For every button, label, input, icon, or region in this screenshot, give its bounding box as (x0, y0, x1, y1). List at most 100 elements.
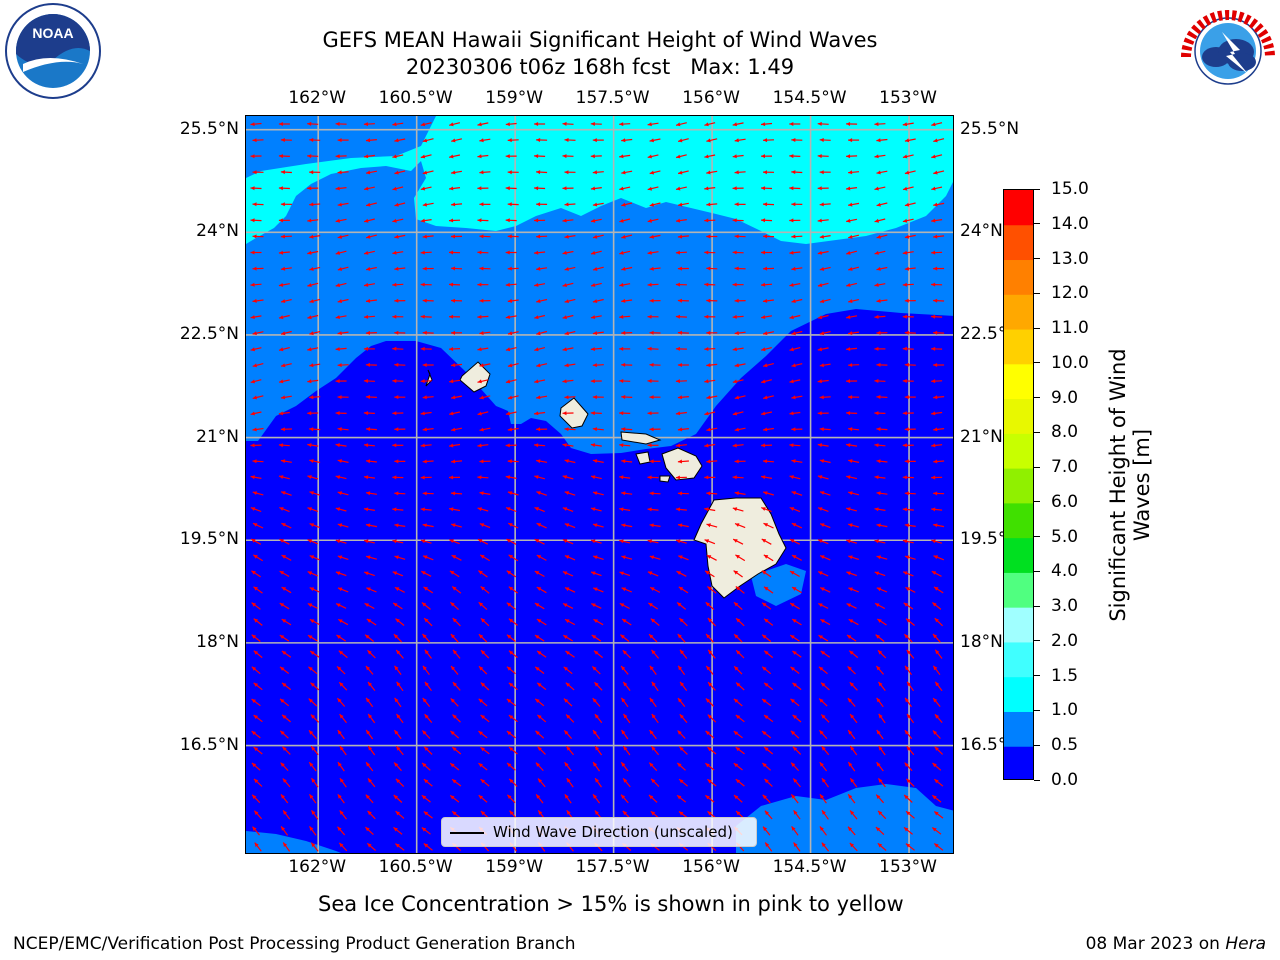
direction-arrow-head (507, 266, 512, 271)
direction-arrow-head (732, 282, 737, 287)
direction-arrow-head (536, 395, 541, 400)
colorbar-tick-label: 3.0 (1051, 596, 1079, 617)
direction-arrow-head (507, 138, 512, 143)
direction-arrow-head (907, 714, 911, 719)
colorbar-tick-mark (1034, 640, 1040, 642)
direction-arrow-head (423, 555, 428, 560)
direction-arrow-head (506, 507, 511, 511)
direction-arrow-head (335, 539, 341, 544)
direction-arrow-head (279, 315, 284, 320)
direction-arrow-head (311, 810, 316, 815)
direction-arrow-head (536, 363, 541, 368)
direction-arrow-head (339, 746, 344, 751)
direction-arrow-head (734, 634, 739, 639)
direction-arrow-head (621, 170, 626, 175)
direction-arrow-head (477, 379, 482, 384)
direction-arrow-head (279, 603, 285, 607)
direction-arrow-head (420, 282, 425, 287)
colorbar-tick-label: 8.0 (1051, 422, 1079, 443)
colorbar-label: Significant Height of Wind Waves [m] (1106, 325, 1154, 645)
direction-arrow-head (477, 507, 482, 512)
direction-arrow-head (477, 186, 482, 191)
direction-arrow-head (396, 714, 401, 719)
direction-arrow-head (394, 427, 399, 432)
direction-arrow-head (595, 778, 600, 783)
direction-arrow-head (335, 186, 340, 191)
direction-arrow-head (679, 618, 684, 623)
direction-arrow-head (534, 347, 539, 352)
direction-arrow-head (763, 363, 768, 368)
direction-arrow-head (677, 395, 683, 400)
direction-arrow-head (506, 602, 512, 607)
direction-arrow-head (477, 475, 482, 480)
direction-arrow-head (564, 170, 569, 175)
direction-arrow-head (849, 682, 854, 687)
direction-arrow-head (392, 507, 397, 512)
direction-arrow-head (706, 555, 712, 559)
direction-arrow-head (365, 634, 370, 639)
direction-arrow-head (338, 587, 343, 592)
tick-label: 153°W (879, 88, 937, 108)
direction-arrow-head (536, 491, 541, 495)
direction-arrow-head (933, 459, 938, 464)
colorbar-label-line2: Waves [m] (1130, 428, 1154, 542)
direction-arrow-head (591, 250, 596, 255)
direction-arrow-head (649, 170, 655, 175)
direction-arrow-head (590, 154, 595, 159)
direction-arrow-head (335, 218, 340, 223)
direction-arrow-head (764, 650, 769, 655)
direction-arrow-head (678, 665, 683, 671)
direction-arrow-head (365, 330, 370, 335)
direction-arrow-head (848, 427, 853, 432)
direction-arrow-head (848, 555, 853, 560)
direction-arrow-head (647, 411, 652, 416)
direction-arrow-head (933, 395, 938, 400)
direction-arrow-head (477, 314, 482, 319)
direction-arrow-head (594, 682, 599, 687)
direction-arrow-head (623, 778, 628, 783)
direction-arrow-head (562, 250, 567, 255)
direction-arrow-head (506, 731, 512, 736)
direction-arrow-head (732, 443, 737, 448)
direction-arrow-head (819, 459, 825, 463)
direction-arrow-head (479, 234, 484, 239)
direction-arrow-head (335, 154, 340, 159)
band-0.5-1.0-lee (751, 564, 806, 606)
direction-arrow-head (339, 714, 344, 719)
direction-arrow-head (564, 234, 569, 239)
colorbar-segment (1004, 537, 1033, 573)
direction-arrow-head (253, 715, 258, 720)
direction-arrow-head (506, 570, 512, 575)
direction-arrow-head (562, 443, 567, 448)
direction-arrow-head (507, 202, 512, 207)
direction-arrow-head (931, 346, 936, 351)
direction-arrow-head (621, 666, 626, 671)
direction-arrow-head (677, 234, 683, 239)
direction-arrow-head (761, 507, 766, 511)
direction-arrow-head (395, 843, 400, 848)
direction-arrow-head (562, 186, 567, 191)
direction-arrow-head (765, 842, 770, 847)
direction-arrow-head (734, 427, 739, 432)
direction-arrow-head (675, 314, 680, 319)
direction-arrow-head (451, 459, 456, 464)
colorbar-segment (1004, 746, 1033, 779)
direction-arrow-head (307, 443, 312, 448)
direction-arrow-head (734, 459, 739, 464)
direction-arrow-head (736, 811, 741, 816)
direction-arrow-head (365, 827, 370, 832)
direction-arrow-head (394, 697, 399, 703)
direction-arrow-head (874, 186, 879, 191)
direction-arrow-head (364, 154, 369, 159)
direction-arrow-head (337, 698, 342, 703)
direction-arrow-head (848, 762, 853, 767)
direction-arrow-head (365, 362, 370, 367)
direction-arrow-head (818, 571, 823, 576)
colorbar-tick-mark (1034, 431, 1040, 433)
direction-arrow-head (422, 363, 427, 367)
direction-arrow-head (732, 411, 738, 416)
direction-arrow-head (509, 778, 514, 784)
direction-arrow-head (931, 379, 936, 384)
direction-arrow-head (253, 650, 259, 655)
direction-arrow-head (480, 747, 485, 752)
